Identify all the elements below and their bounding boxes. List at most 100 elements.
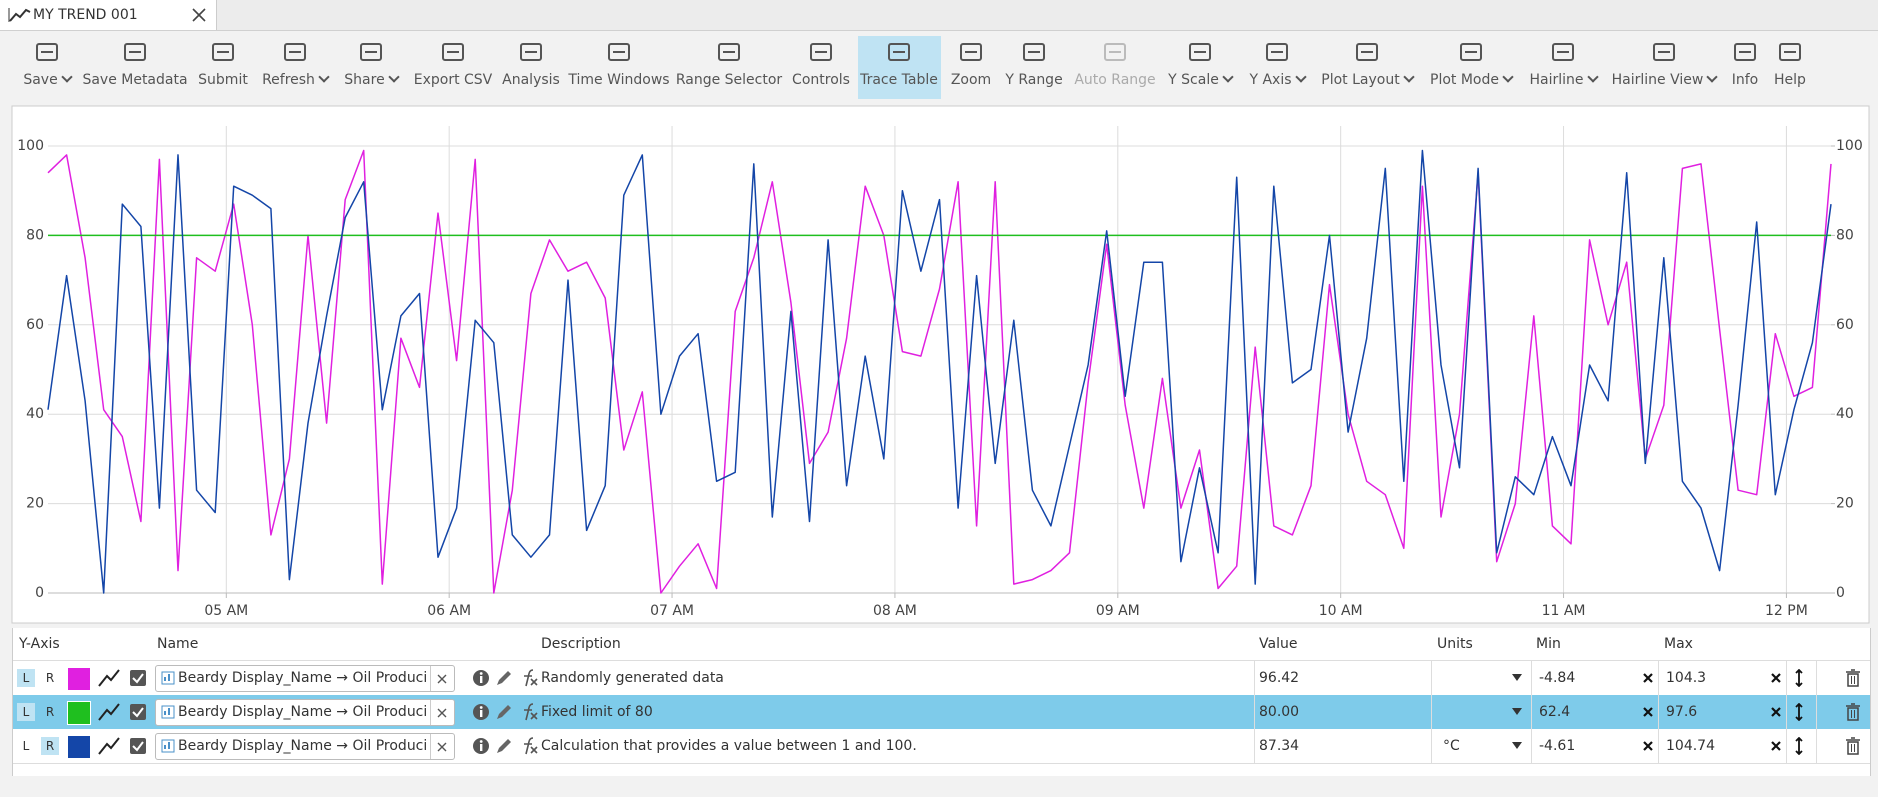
axis-toggle[interactable]: R bbox=[41, 737, 59, 755]
trace-row[interactable]: LR Beardy Display_Name → Oil Producing ..… bbox=[13, 661, 1870, 696]
toolbar-label: Refresh bbox=[262, 72, 315, 88]
toolbar-button[interactable]: Y Range bbox=[979, 31, 1089, 101]
min-clear[interactable] bbox=[1643, 707, 1653, 717]
info-button[interactable] bbox=[472, 703, 490, 721]
units-dropdown[interactable] bbox=[1511, 741, 1523, 751]
visible-checkbox[interactable] bbox=[129, 703, 147, 721]
toolbar-button[interactable]: Refresh bbox=[240, 31, 350, 101]
range-toggle[interactable] bbox=[1794, 669, 1804, 687]
axis-toggle[interactable]: R bbox=[45, 705, 55, 719]
color-swatch[interactable] bbox=[67, 701, 91, 725]
toolbar-icon-part bbox=[442, 43, 464, 61]
formula-button[interactable] bbox=[520, 736, 540, 756]
min-clear[interactable] bbox=[1643, 673, 1653, 683]
info-button[interactable] bbox=[472, 669, 490, 687]
trace-row[interactable]: LR Beardy Display_Name → Oil Producing ..… bbox=[13, 729, 1870, 764]
name-box[interactable]: Beardy Display_Name → Oil Producing ... bbox=[155, 665, 455, 692]
line-style[interactable] bbox=[97, 668, 121, 688]
column-separator bbox=[1658, 661, 1659, 695]
axis-toggle[interactable]: R bbox=[45, 671, 55, 685]
trace-row[interactable]: LR Beardy Display_Name → Oil Producing ..… bbox=[13, 695, 1870, 730]
visible-checkbox-part bbox=[130, 738, 146, 754]
toolbar-label-wrap: Analysis bbox=[476, 72, 586, 88]
toolbar-label-wrap: Y Range bbox=[979, 72, 1089, 88]
line-style[interactable] bbox=[97, 736, 121, 756]
name-clear[interactable] bbox=[437, 742, 447, 752]
edit-button[interactable] bbox=[495, 703, 513, 721]
info-button[interactable] bbox=[472, 737, 490, 755]
axis-toggle[interactable]: L bbox=[22, 739, 30, 753]
toolbar-label-wrap: Controls bbox=[766, 72, 876, 88]
max-clear[interactable] bbox=[1771, 707, 1781, 717]
toolbar-icon bbox=[1266, 43, 1288, 61]
toolbar-icon-part bbox=[718, 43, 740, 61]
toolbar-button[interactable]: Help bbox=[1735, 31, 1845, 101]
color-swatch[interactable] bbox=[67, 667, 91, 691]
toolbar-label: Hairline bbox=[1529, 72, 1584, 88]
toolbar-button[interactable]: Plot Layout bbox=[1312, 31, 1422, 101]
trace-name: Beardy Display_Name → Oil Producing ... bbox=[178, 738, 426, 754]
range-toggle[interactable] bbox=[1794, 703, 1804, 721]
toolbar-label-wrap: Submit bbox=[168, 72, 278, 88]
delete-button[interactable] bbox=[1845, 737, 1861, 755]
edit-button[interactable] bbox=[495, 669, 513, 687]
delete-button[interactable] bbox=[1845, 703, 1861, 721]
name-clear[interactable] bbox=[437, 708, 447, 718]
axis-toggle[interactable]: L bbox=[17, 703, 35, 721]
toolbar-button[interactable]: Time Windows bbox=[564, 31, 674, 101]
range-toggle[interactable] bbox=[1794, 737, 1804, 755]
toolbar-button[interactable]: Export CSV bbox=[398, 31, 508, 101]
formula-button[interactable] bbox=[520, 668, 540, 688]
name-box[interactable]: Beardy Display_Name → Oil Producing ... bbox=[155, 733, 455, 760]
dropdown-chevron bbox=[61, 71, 73, 83]
toolbar-button[interactable]: Zoom bbox=[916, 31, 1026, 101]
name-clear[interactable] bbox=[437, 674, 447, 684]
min-clear[interactable] bbox=[1643, 741, 1653, 751]
edit-button[interactable] bbox=[495, 737, 513, 755]
x-tick-label: 09 AM bbox=[1096, 603, 1140, 619]
toolbar-icon-part bbox=[1552, 43, 1574, 61]
name-box[interactable]: Beardy Display_Name → Oil Producing ... bbox=[155, 699, 455, 726]
toolbar-button[interactable]: Range Selector bbox=[674, 31, 784, 101]
name-divider bbox=[430, 666, 431, 691]
value: 96.42 bbox=[1259, 670, 1300, 686]
tab[interactable]: MY TREND 001 bbox=[0, 0, 217, 30]
formula-button[interactable] bbox=[520, 702, 540, 722]
max-clear[interactable] bbox=[1771, 673, 1781, 683]
line-style[interactable] bbox=[97, 702, 121, 722]
units-dropdown[interactable] bbox=[1511, 707, 1523, 717]
column-separator bbox=[1531, 695, 1532, 729]
toolbar-button[interactable]: Hairline View bbox=[1609, 31, 1719, 101]
toolbar-button[interactable]: Info bbox=[1690, 31, 1800, 101]
delete-button[interactable] bbox=[1845, 669, 1861, 687]
toolbar-button[interactable]: Submit bbox=[168, 31, 278, 101]
toolbar-button[interactable]: Plot Mode bbox=[1416, 31, 1526, 101]
edit-button-part bbox=[497, 705, 511, 719]
units-dropdown[interactable] bbox=[1511, 673, 1523, 683]
toolbar-icon bbox=[1189, 43, 1211, 61]
axis-toggle[interactable]: L bbox=[17, 669, 35, 687]
y-tick-label: 100 bbox=[17, 138, 44, 154]
toolbar-button[interactable]: Controls bbox=[766, 31, 876, 101]
color-swatch[interactable] bbox=[67, 735, 91, 759]
toolbar-icon bbox=[284, 43, 306, 61]
toolbar-label-wrap: Auto Range bbox=[1060, 72, 1170, 88]
toolbar-icon bbox=[1356, 43, 1378, 61]
tab-close[interactable] bbox=[192, 8, 206, 22]
y-tick-label: 0 bbox=[35, 585, 44, 601]
toolbar-button[interactable]: Y Axis bbox=[1222, 31, 1332, 101]
toolbar-button[interactable]: Trace Table bbox=[844, 31, 954, 101]
max-clear[interactable] bbox=[1771, 741, 1781, 751]
toolbar-button[interactable]: Y Scale bbox=[1145, 31, 1255, 101]
toolbar-button[interactable]: Save Metadata bbox=[80, 31, 190, 101]
visible-checkbox[interactable] bbox=[129, 737, 147, 755]
description: Randomly generated data bbox=[541, 670, 724, 686]
toolbar-button[interactable]: Save bbox=[0, 31, 102, 101]
visible-checkbox[interactable] bbox=[129, 669, 147, 687]
toolbar-icon-part bbox=[1104, 43, 1126, 61]
toolbar-button[interactable]: Share bbox=[316, 31, 426, 101]
toolbar-button[interactable]: Hairline bbox=[1508, 31, 1618, 101]
x-tick-label: 07 AM bbox=[650, 603, 694, 619]
toolbar-button[interactable]: Analysis bbox=[476, 31, 586, 101]
line-style-part bbox=[98, 703, 120, 721]
